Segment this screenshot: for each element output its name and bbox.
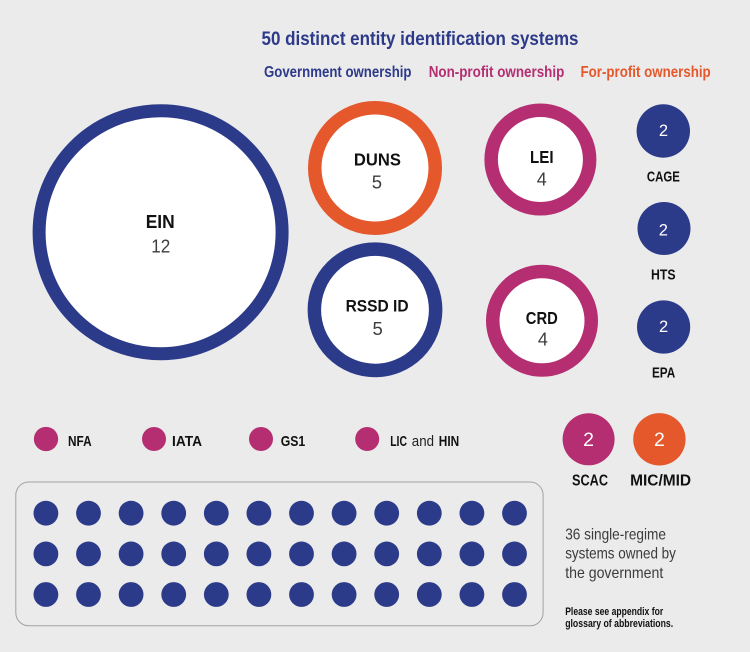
svg-text:For-profit ownership: For-profit ownership [581,64,711,81]
svg-text:LEI: LEI [530,147,554,167]
svg-text:2: 2 [583,429,594,451]
svg-text:MIC/MID: MIC/MID [630,472,691,489]
svg-text:GS1: GS1 [281,433,306,450]
svg-text:systems owned by: systems owned by [565,546,676,563]
svg-text:EIN: EIN [146,211,175,232]
svg-text:2: 2 [654,429,665,451]
svg-text:2: 2 [659,221,668,239]
svg-text:36 single-regime: 36 single-regime [565,526,666,543]
svg-text:12: 12 [151,235,170,256]
svg-text:Government ownership: Government ownership [264,64,412,81]
svg-text:DUNS: DUNS [354,149,401,169]
svg-text:2: 2 [659,122,668,140]
svg-text:HTS: HTS [651,266,676,283]
svg-text:SCAC: SCAC [572,472,608,489]
svg-text:CRD: CRD [526,308,558,328]
svg-text:2: 2 [659,318,668,336]
svg-text:5: 5 [372,172,382,193]
svg-text:RSSD ID: RSSD ID [346,297,409,316]
svg-text:LIC: LIC [390,434,407,450]
svg-text:4: 4 [538,330,548,350]
svg-text:EPA: EPA [652,364,675,381]
svg-text:IATA: IATA [172,433,202,450]
svg-text:Non-profit ownership: Non-profit ownership [429,64,565,81]
svg-text:the government: the government [565,565,664,582]
svg-text:CAGE: CAGE [647,169,680,186]
svg-text:50 distinct entity identificat: 50 distinct entity identification system… [262,28,579,50]
svg-text:NFA: NFA [68,433,92,450]
svg-text:Please see appendix for: Please see appendix for [565,606,664,618]
svg-text:HIN: HIN [439,434,459,450]
svg-text:4: 4 [537,169,547,189]
svg-text:and: and [412,434,434,450]
svg-text:glossary of abbreviations.: glossary of abbreviations. [565,618,673,630]
svg-text:5: 5 [373,318,383,339]
